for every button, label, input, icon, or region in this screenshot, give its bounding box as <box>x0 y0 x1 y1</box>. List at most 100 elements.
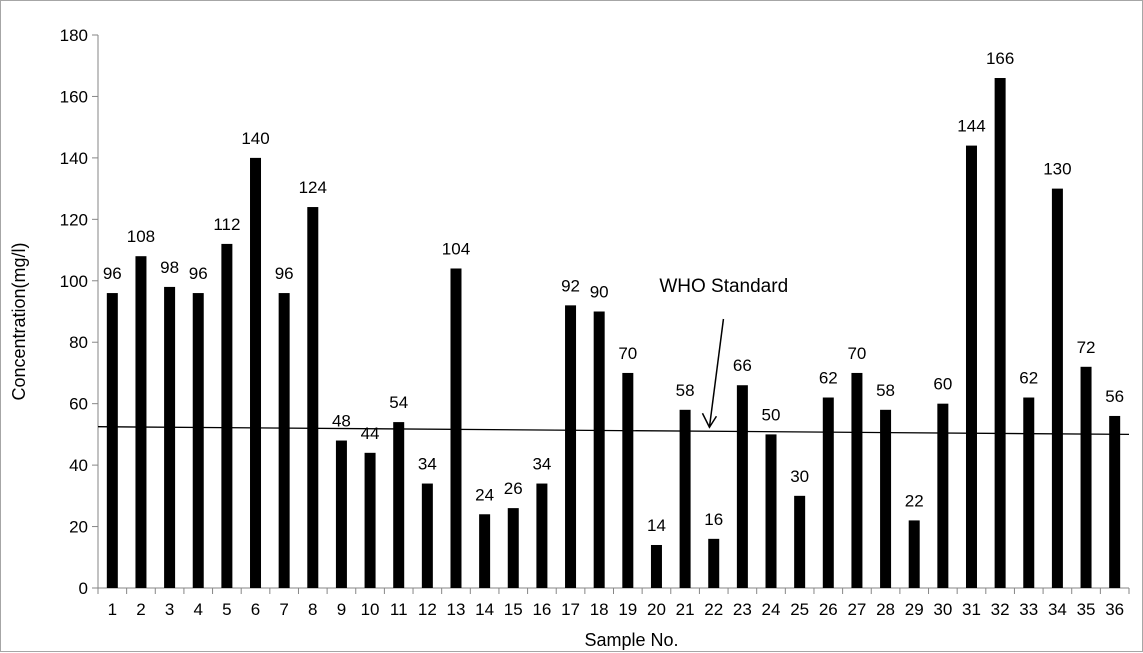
data-label: 72 <box>1077 338 1096 357</box>
bar <box>450 268 462 588</box>
data-label: 44 <box>361 424 380 443</box>
bar <box>994 78 1006 588</box>
x-tick-label: 3 <box>165 600 174 619</box>
data-label: 30 <box>790 467 809 486</box>
y-tick-label: 180 <box>60 26 88 45</box>
bar <box>708 538 720 588</box>
data-label: 108 <box>127 227 155 246</box>
bar <box>1109 415 1121 588</box>
who-standard-line <box>97 426 1130 436</box>
data-label: 144 <box>957 117 985 136</box>
bar <box>221 243 233 588</box>
y-tick-label: 160 <box>60 87 88 106</box>
bar <box>479 514 491 588</box>
bar <box>965 145 977 588</box>
data-label: 56 <box>1105 387 1124 406</box>
y-tick-label: 100 <box>60 272 88 291</box>
x-tick-label: 17 <box>561 600 580 619</box>
bar <box>1023 397 1035 588</box>
data-label: 96 <box>189 264 208 283</box>
who-standard-reference: WHO Standard <box>97 276 1130 436</box>
x-tick-label: 15 <box>504 600 523 619</box>
x-tick-label: 36 <box>1105 600 1124 619</box>
bar <box>364 452 376 588</box>
data-labels: 96 108 98 96 112 140 96 124 48 44 54 34 104 24 26 34 92 9… <box>103 49 1124 535</box>
bar <box>507 508 519 588</box>
x-tick-label: 12 <box>418 600 437 619</box>
bar <box>908 520 920 588</box>
data-label: 16 <box>704 510 723 529</box>
x-tick-label: 24 <box>762 600 781 619</box>
y-tick-label: 20 <box>69 518 88 537</box>
x-tick-label: 33 <box>1019 600 1038 619</box>
x-tick-label: 21 <box>676 600 695 619</box>
y-tick-label: 0 <box>79 579 88 598</box>
data-label: 70 <box>847 344 866 363</box>
bar <box>335 440 347 588</box>
data-label: 34 <box>418 455 437 474</box>
x-tick-label: 27 <box>847 600 866 619</box>
x-tick-label: 20 <box>647 600 666 619</box>
data-label: 90 <box>590 283 609 302</box>
data-label: 130 <box>1043 160 1071 179</box>
who-standard-arrow-head <box>701 412 718 429</box>
bars <box>106 78 1121 589</box>
bar <box>565 305 577 588</box>
data-label: 54 <box>389 393 408 412</box>
data-label: 60 <box>933 375 952 394</box>
bar <box>765 434 777 588</box>
bar <box>622 372 634 588</box>
data-label: 140 <box>241 129 269 148</box>
x-axis: 1 2 3 4 5 6 7 8 9 10 11 12 13 14 15 16 17 18 19 20 21 22 23 24 2… <box>97 587 1130 619</box>
bar <box>851 372 863 588</box>
y-tick-label: 40 <box>69 456 88 475</box>
data-label: 112 <box>213 215 240 234</box>
x-tick-label: 9 <box>337 600 346 619</box>
data-label: 34 <box>532 455 551 474</box>
x-tick-label: 18 <box>590 600 609 619</box>
x-tick-label: 25 <box>790 600 809 619</box>
data-label: 22 <box>905 491 924 510</box>
y-tick-label: 60 <box>69 395 88 414</box>
data-label: 14 <box>647 516 666 535</box>
data-label: 24 <box>475 485 494 504</box>
x-tick-label: 28 <box>876 600 895 619</box>
x-tick-label: 32 <box>991 600 1010 619</box>
bar <box>650 544 662 588</box>
x-tick-label: 5 <box>222 600 231 619</box>
x-tick-label: 2 <box>136 600 145 619</box>
bar <box>1080 366 1092 588</box>
who-standard-arrow <box>708 318 725 428</box>
bar <box>736 385 748 588</box>
x-tick-label: 22 <box>704 600 723 619</box>
bar <box>135 256 147 588</box>
x-tick-label: 29 <box>905 600 924 619</box>
x-tick-label: 35 <box>1077 600 1096 619</box>
data-label: 58 <box>876 381 895 400</box>
x-tick-label: 16 <box>532 600 551 619</box>
bar <box>937 403 949 588</box>
bar <box>393 422 405 588</box>
bar <box>192 293 204 588</box>
x-axis-title: Sample No. <box>584 630 678 650</box>
data-label: 124 <box>299 178 327 197</box>
x-tick-label: 11 <box>390 600 408 619</box>
x-tick-label: 8 <box>308 600 317 619</box>
bar <box>106 293 118 588</box>
data-label: 66 <box>733 356 752 375</box>
x-tick-label: 23 <box>733 600 752 619</box>
data-label: 98 <box>160 258 179 277</box>
x-tick-label: 14 <box>475 600 494 619</box>
x-tick-label: 10 <box>361 600 380 619</box>
x-tick-label: 34 <box>1048 600 1067 619</box>
bar <box>250 157 262 588</box>
data-label: 62 <box>819 369 838 388</box>
x-tick-label: 1 <box>108 600 117 619</box>
bar <box>164 286 176 588</box>
bar <box>822 397 834 588</box>
data-label: 48 <box>332 412 351 431</box>
data-label: 62 <box>1019 369 1038 388</box>
bar <box>679 409 691 588</box>
x-tick-label: 13 <box>447 600 466 619</box>
